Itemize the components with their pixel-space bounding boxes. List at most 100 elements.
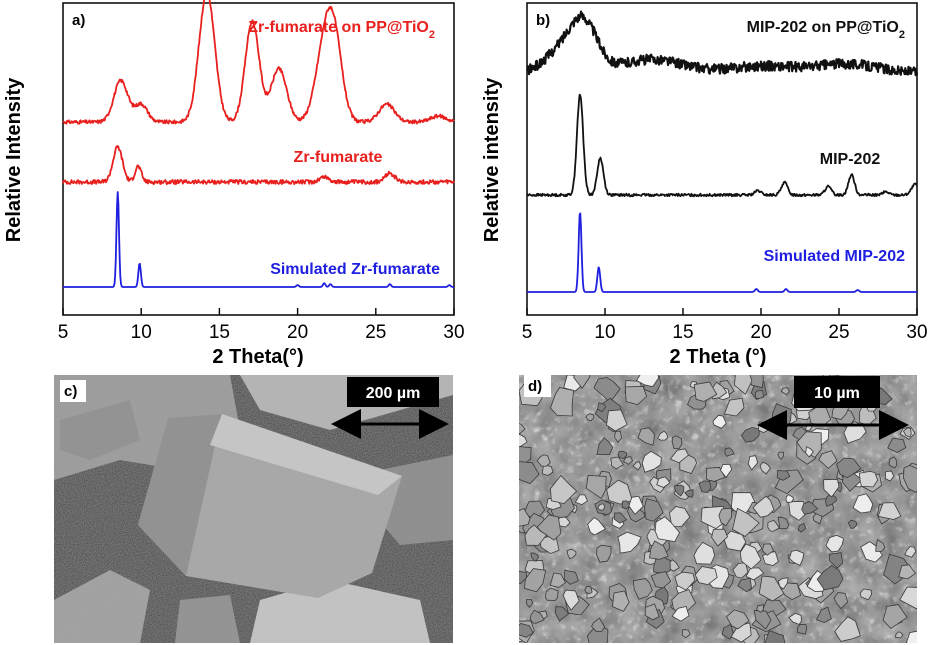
sem-particle <box>758 575 785 602</box>
sem-particle <box>718 507 733 527</box>
sem-particle <box>585 413 595 422</box>
sem-particle <box>614 430 623 444</box>
sem-particle <box>825 534 845 553</box>
sem-particle <box>644 603 660 621</box>
sem-particle <box>739 543 762 570</box>
series-line-mip-202-on-pp-tio <box>526 10 919 77</box>
sem-particle <box>753 610 772 630</box>
sem-particle <box>903 464 917 494</box>
sem-particle <box>818 450 838 469</box>
sem-particle <box>887 437 907 453</box>
sem-particle <box>654 516 681 543</box>
panel-a-frame <box>62 2 455 316</box>
x-tick-label: 10 <box>594 322 615 343</box>
sem-particle <box>777 451 785 460</box>
sem-particle <box>785 494 795 503</box>
sem-particle <box>797 623 808 635</box>
sem-particle <box>712 414 727 429</box>
panel-c-sem-image: 200 µm c) <box>54 375 453 643</box>
sem-particle <box>584 585 593 595</box>
sem-particle <box>776 470 791 481</box>
x-tick-label: 15 <box>209 322 230 343</box>
sem-particle <box>732 507 760 537</box>
sem-particle <box>566 548 577 560</box>
x-tick-label: 30 <box>906 322 927 343</box>
sem-particle <box>906 630 917 643</box>
panel-c-scale-text: 200 µm <box>366 385 421 402</box>
sem-particle <box>693 381 718 402</box>
x-tick-label: 20 <box>287 322 308 343</box>
sem-particle <box>545 587 559 601</box>
sem-particle <box>674 571 696 591</box>
sem-particle <box>519 433 528 448</box>
sem-particle <box>723 397 745 417</box>
sem-particle <box>725 609 750 630</box>
sem-particle <box>606 409 628 432</box>
sem-particle <box>745 567 765 581</box>
sem-particle <box>711 528 728 547</box>
panel-d-label: d) <box>528 378 542 395</box>
sem-particle <box>587 517 607 536</box>
sem-particle <box>649 540 669 560</box>
series-line-simulated-zr-fumarate <box>62 191 455 288</box>
panel-b-ylabel: Relative intensity <box>481 77 503 242</box>
sem-particle <box>536 454 551 467</box>
sem-particle <box>759 461 771 475</box>
sem-particle <box>641 450 662 473</box>
sem-particle <box>898 564 917 580</box>
panel-a-xlabel: 2 Theta(°) <box>212 346 303 368</box>
series-label-simulated-mip-202: Simulated MIP-202 <box>764 248 905 265</box>
sem-particle <box>805 446 814 458</box>
sem-particle <box>721 623 734 640</box>
sem-particle <box>724 447 735 457</box>
sem-particle <box>635 375 660 388</box>
series-label-zr-fumarate: Zr-fumarate <box>294 149 383 166</box>
sem-particle <box>632 578 653 600</box>
sem-particle <box>823 478 840 498</box>
sem-particle <box>815 606 832 623</box>
sem-particle <box>549 572 567 588</box>
sem-particle <box>899 586 917 610</box>
sem-particle <box>671 606 690 622</box>
series-line-simulated-mip-202 <box>526 212 918 293</box>
x-tick-label: 10 <box>131 322 152 343</box>
sem-particle <box>852 493 874 514</box>
sem-particle <box>597 402 607 413</box>
sem-particle <box>524 524 548 546</box>
sem-particle <box>764 630 786 643</box>
sem-particle <box>816 565 844 591</box>
x-tick-label: 15 <box>672 322 693 343</box>
panel-b-chart: b) Relative intensity 2 Theta (°) 5 10 15 2… <box>481 2 928 368</box>
sem-particle <box>621 500 632 510</box>
panel-a-ylabel: Relative Intensity <box>3 77 25 242</box>
sem-particle <box>847 519 858 529</box>
sem-particle <box>541 463 554 476</box>
sem-particle <box>657 430 669 441</box>
panel-b-xlabel: 2 Theta (°) <box>670 346 767 368</box>
sem-particle <box>562 589 580 611</box>
series-label-zr-fumarate-on-pp: Zr-fumarate on PP@TiO2 <box>248 19 435 41</box>
panel-b-frame <box>526 2 918 316</box>
sem-particle <box>698 480 712 493</box>
series-line-zr-fumarate-on-pp-tio <box>62 0 455 125</box>
sem-particle <box>555 606 570 622</box>
sem-particle <box>824 493 838 507</box>
sem-particle <box>549 474 578 505</box>
series-line-mip-202 <box>526 93 918 198</box>
series-label-mip-202-on-pp: MIP-202 on PP@TiO2 <box>747 19 905 41</box>
sem-particle <box>684 489 694 498</box>
sem-particle <box>733 375 753 395</box>
sem-particle <box>519 623 534 638</box>
sem-particle <box>622 456 633 465</box>
sem-particle <box>836 457 862 479</box>
panel-b-label: b) <box>536 12 550 29</box>
x-tick-label: 20 <box>750 322 771 343</box>
sem-particle <box>858 470 879 488</box>
sem-particle <box>730 622 752 643</box>
sem-particle <box>637 427 655 446</box>
sem-particle <box>720 463 733 479</box>
sem-particle <box>737 577 752 593</box>
sem-particle <box>767 519 780 532</box>
sem-particle <box>536 514 562 541</box>
sem-particle <box>797 522 807 533</box>
